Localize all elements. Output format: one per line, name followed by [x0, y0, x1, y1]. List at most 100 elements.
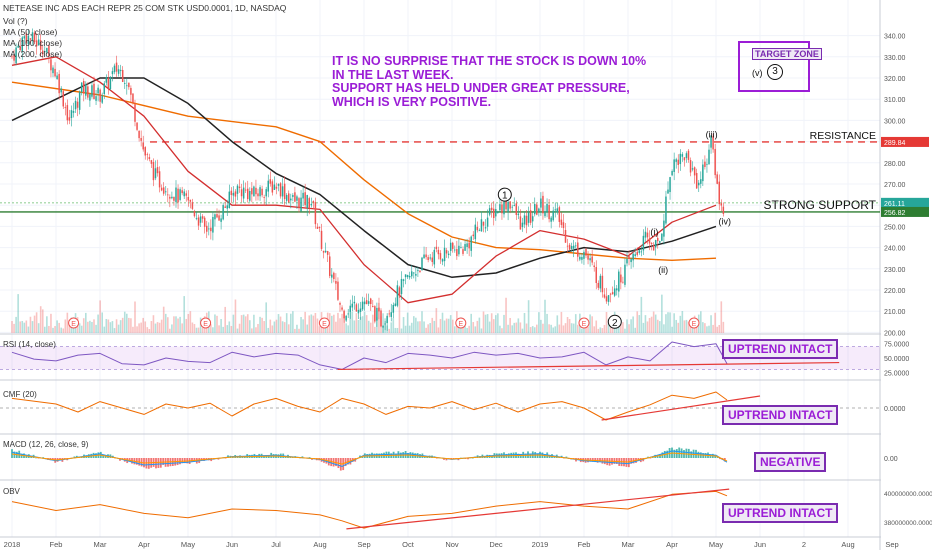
candle-body: [267, 180, 269, 192]
candle-body: [275, 186, 278, 189]
volume-bar: [628, 324, 630, 333]
candle-body: [111, 71, 114, 75]
volume-bar: [101, 312, 103, 333]
candle-body: [501, 204, 503, 214]
volume-bar: [531, 326, 534, 333]
candle-body: [384, 323, 386, 325]
candle-body: [613, 288, 616, 296]
volume-bar: [351, 311, 354, 333]
candle-body: [80, 82, 83, 93]
candle-body: [519, 216, 522, 230]
volume-bar: [119, 320, 122, 333]
candle-body: [347, 313, 349, 315]
candle-body: [255, 187, 257, 195]
volume-bar: [398, 294, 401, 333]
candle-body: [439, 253, 442, 260]
candle-body: [273, 184, 276, 190]
volume-bar: [367, 320, 370, 333]
volume-bar: [236, 328, 239, 333]
candle-body: [226, 205, 228, 209]
candle-body: [136, 122, 138, 130]
volume-bar: [445, 318, 448, 333]
candle-body: [622, 281, 624, 283]
macd-annotation: NEGATIVE: [754, 452, 827, 472]
candle-body: [320, 230, 323, 249]
volume-bar: [93, 319, 95, 333]
candle-body: [521, 222, 524, 228]
candle-body: [497, 212, 499, 213]
volume-bar: [529, 327, 532, 333]
candle-body: [587, 255, 589, 260]
candle-body: [132, 93, 134, 103]
rsi-tick-label: 50.0000: [884, 356, 909, 363]
price-badge-label: 289.84: [884, 140, 906, 147]
volume-bar: [462, 326, 464, 333]
volume-bar: [130, 318, 132, 333]
candle-body: [386, 315, 388, 324]
volume-bar: [704, 323, 706, 333]
candle-body: [156, 167, 159, 174]
volume-bar: [292, 311, 294, 333]
candle-body: [191, 202, 194, 209]
cmf-tick-label: 0.0000: [884, 406, 906, 413]
volume-bar: [287, 324, 290, 333]
volume-bar: [720, 301, 723, 333]
obv-line: [11, 490, 728, 529]
volume-bar: [421, 311, 423, 333]
macd-histogram-bar: [678, 447, 681, 458]
candle-body: [673, 159, 675, 172]
volume-bar: [246, 314, 249, 333]
candle-body: [60, 88, 62, 93]
price-tick-label: 310.00: [884, 97, 906, 104]
candle-body: [425, 254, 427, 258]
candle-body: [523, 215, 526, 225]
wave-label: 1: [502, 191, 508, 202]
volume-bar: [595, 320, 598, 333]
volume-bar: [388, 328, 390, 333]
earnings-marker: [455, 317, 467, 329]
candle-body: [300, 197, 302, 212]
volume-bar: [468, 325, 470, 333]
volume-bar: [423, 321, 425, 333]
candle-body: [234, 191, 237, 197]
earnings-marker-label: E: [71, 321, 76, 328]
volume-bar: [337, 312, 339, 333]
volume-bar: [183, 296, 185, 333]
volume-bar: [499, 325, 501, 333]
volume-bar: [505, 297, 507, 333]
candle-body: [626, 258, 628, 264]
price-tick-label: 250.00: [884, 224, 906, 231]
candle-body: [158, 171, 161, 188]
volume-bar: [404, 325, 407, 333]
candle-body: [224, 206, 226, 208]
volume-bar: [189, 311, 192, 333]
candle-body: [310, 203, 313, 206]
candle-body: [365, 300, 368, 305]
macd-histogram-bar: [263, 455, 265, 458]
candle-body: [261, 188, 263, 196]
candle-body: [251, 188, 253, 195]
volume-bar: [27, 326, 30, 333]
volume-bar: [64, 319, 67, 333]
volume-bar: [150, 321, 153, 333]
candle-body: [531, 216, 534, 222]
candle-body: [87, 86, 89, 98]
volume-bar: [318, 326, 321, 333]
volume-bar: [25, 320, 28, 333]
price-axis-bg: [881, 0, 932, 550]
volume-bar: [11, 321, 13, 333]
candle-body: [339, 302, 341, 305]
candle-body: [404, 274, 407, 278]
candle-body: [466, 243, 468, 248]
legend-ma200: MA (200, close): [3, 49, 63, 59]
cmf-line: [11, 391, 728, 421]
volume-bar: [314, 312, 317, 333]
main-annotation-line: IT IS NO SURPRISE THAT THE STOCK IS DOWN…: [332, 54, 647, 68]
candle-body: [704, 161, 706, 167]
volume-bar: [447, 318, 450, 333]
volume-bar: [417, 321, 419, 333]
candle-body: [620, 274, 622, 283]
volume-bar: [609, 322, 612, 333]
candle-body: [685, 153, 688, 159]
